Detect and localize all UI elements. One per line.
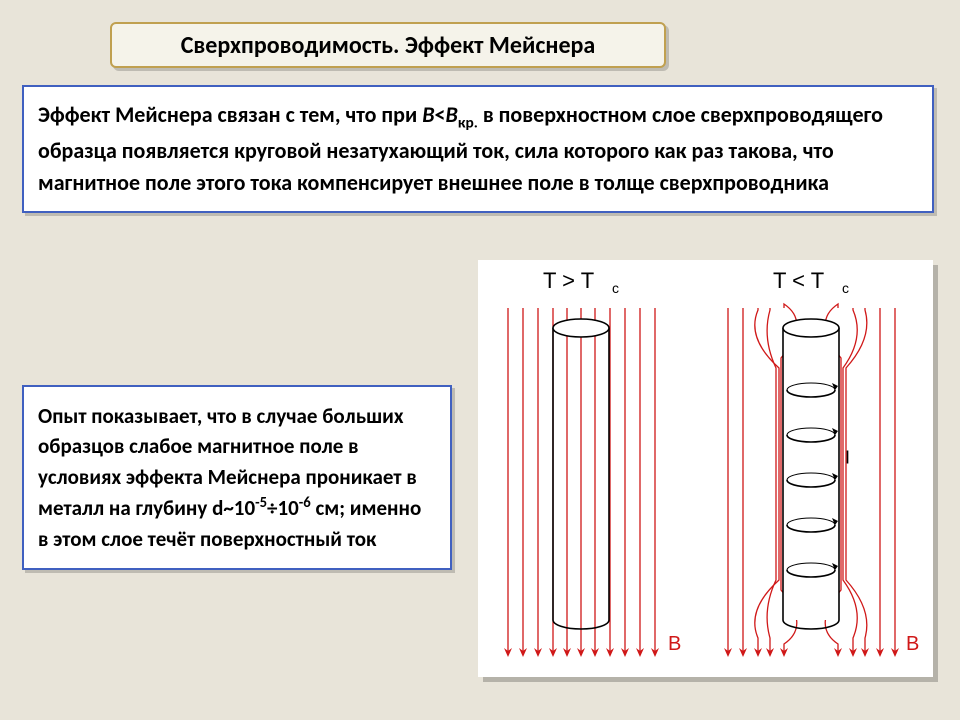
meissner-figure: T > T c B I T < T c B: [478, 260, 938, 682]
p1-Bkr: B: [446, 101, 458, 128]
title-box: Сверхпроводимость. Эффект Мейснера: [110, 22, 666, 68]
p1-B: B: [422, 101, 434, 128]
paragraph-2: Опыт показывает, что в случае больших об…: [38, 401, 436, 554]
svg-text:c: c: [842, 280, 849, 296]
p2-div: ÷10: [267, 495, 299, 521]
paragraph-1: Эффект Мейснера связан с тем, что при B<…: [38, 99, 918, 199]
svg-text:B: B: [668, 633, 681, 655]
p2-e2: -6: [299, 493, 311, 511]
svg-text:c: c: [612, 280, 619, 296]
p1-lt: <: [435, 101, 446, 128]
svg-text:I: I: [845, 448, 850, 468]
svg-text:B: B: [906, 633, 919, 655]
paragraph-box-1: Эффект Мейснера связан с тем, что при B<…: [22, 85, 934, 213]
figure-svg: T > T c B I T < T c B: [478, 260, 933, 677]
p1-t1: Эффект Мейснера связан с тем, что при: [38, 101, 422, 128]
svg-text:T < T: T < T: [773, 268, 824, 293]
page-title: Сверхпроводимость. Эффект Мейснера: [181, 31, 596, 60]
p2-e1: -5: [255, 493, 267, 511]
p1-kr: кр.: [458, 113, 478, 132]
svg-text:T > T: T > T: [543, 268, 594, 293]
paragraph-box-2: Опыт показывает, что в случае больших об…: [22, 385, 452, 570]
